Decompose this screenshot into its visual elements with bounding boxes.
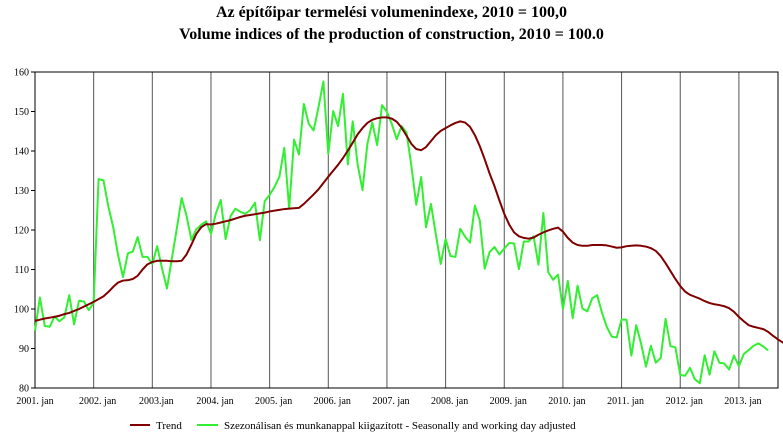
chart-title-english: Volume indices of the production of cons… [179,26,604,43]
x-tick-label: 2007. jan [372,396,409,407]
legend-trend-label: Trend [156,420,182,432]
x-tick-label: 2002. jan [79,396,116,407]
year-dividers [93,72,740,388]
y-tick-labels: 80 90 100 110 120 130 140 150 160 [14,68,29,395]
y-tick-label: 90 [19,344,29,355]
x-tick-label: 2008. jan [431,396,468,407]
x-tick-label: 2010. jan [548,396,585,407]
plot-area-frame [34,71,779,389]
seasonal-adjusted-series-line [34,80,769,385]
x-tick-label: 2011. jan [607,396,644,407]
y-tick-label: 160 [14,68,29,79]
x-tick-label: 2012. jan [666,396,703,407]
legend-seasonal-label: Szezonálisan és munkanappal kiigazított … [224,420,576,432]
x-tick-labels: 2001. jan 2002. jan 2003.jan 2004. jan 2005.… [16,396,761,407]
y-tick-label: 150 [14,107,29,118]
x-tick-label: 2005. jan [255,396,292,407]
series-lines [34,80,783,385]
trend-series-line [34,116,783,344]
y-tick-label: 80 [19,384,29,395]
x-tick-label: 2001. jan [16,396,53,407]
x-tick-label: 2004. jan [196,396,233,407]
axes [31,71,779,389]
chart-title-hungarian: Az építőipar termelési volumenindexe, 20… [216,4,567,21]
x-tick-label: 2003.jan [139,396,174,407]
y-tick-label: 120 [14,226,29,237]
y-tick-label: 130 [14,186,29,197]
y-tick-label: 110 [14,265,29,276]
y-tick-label: 140 [14,147,29,158]
legend: Trend Szezonálisan és munkanappal kiigaz… [130,420,576,432]
x-tick-label: 2013. jan [724,396,761,407]
x-tick-label: 2009. jan [490,396,527,407]
x-tick-label: 2006. jan [314,396,351,407]
y-tick-label: 100 [14,305,29,316]
